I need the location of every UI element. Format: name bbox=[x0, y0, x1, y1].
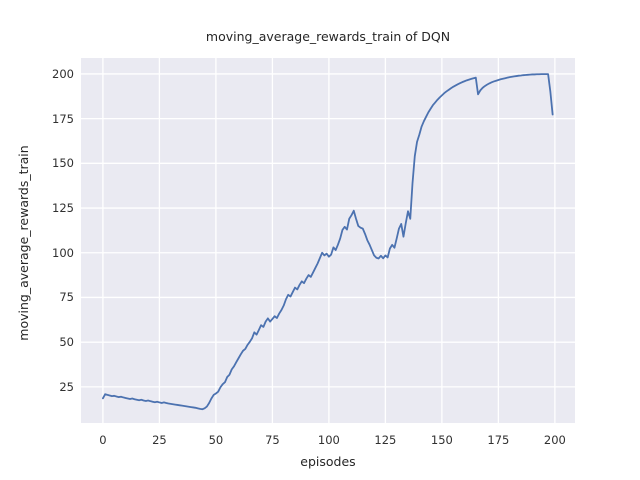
axes-background bbox=[81, 58, 575, 423]
y-tick-label: 100 bbox=[52, 245, 74, 260]
y-tick-label: 200 bbox=[52, 66, 74, 81]
y-tick-label: 50 bbox=[59, 335, 74, 350]
x-tick-label: 175 bbox=[487, 433, 510, 447]
y-tick-label: 150 bbox=[52, 156, 74, 171]
y-axis-label: moving_average_rewards_train bbox=[16, 145, 31, 341]
dqn-reward-line bbox=[102, 73, 554, 411]
y-tick-label: 175 bbox=[52, 111, 74, 126]
y-tick-label: 25 bbox=[59, 379, 74, 394]
chart-title: moving_average_rewards_train of DQN bbox=[205, 29, 451, 44]
y-tick-label: 75 bbox=[59, 290, 74, 305]
x-tick-label: 125 bbox=[374, 433, 397, 447]
x-tick-label: 100 bbox=[317, 433, 340, 447]
x-tick-label: 75 bbox=[265, 433, 280, 447]
x-tick-label: 50 bbox=[208, 433, 224, 447]
x-tick-label: 25 bbox=[152, 433, 167, 447]
y-tick-label: 125 bbox=[52, 201, 74, 216]
x-tick-label: 0 bbox=[99, 433, 107, 447]
x-tick-label: 200 bbox=[543, 433, 566, 447]
x-tick-label: 150 bbox=[430, 433, 453, 447]
x-axis-label: episodes bbox=[300, 454, 356, 469]
